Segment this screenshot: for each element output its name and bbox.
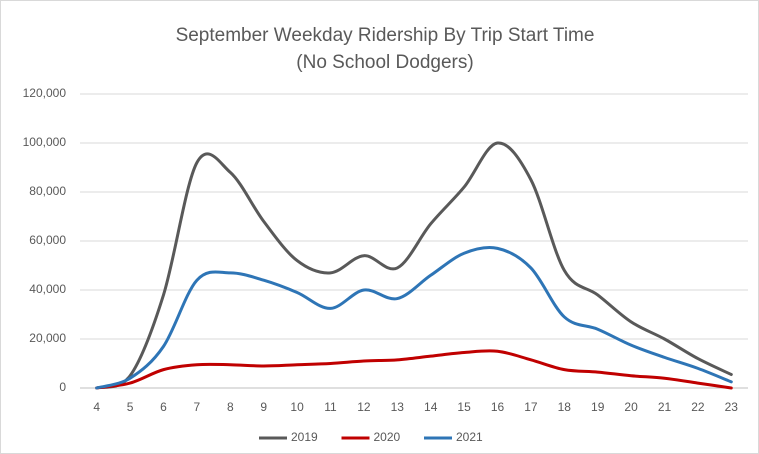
y-tick-label: 0 (59, 380, 66, 394)
legend-label: 2019 (291, 430, 318, 444)
y-tick-label: 40,000 (29, 282, 66, 296)
x-tick-label: 22 (691, 400, 705, 414)
series-line (95, 349, 733, 390)
x-tick-label: 12 (357, 400, 371, 414)
x-tick-label: 11 (324, 400, 337, 414)
x-tick-label: 9 (260, 400, 267, 414)
x-tick-label: 20 (624, 400, 638, 414)
y-tick-label: 60,000 (29, 233, 66, 247)
y-tick-label: 80,000 (29, 184, 66, 198)
y-tick-label: 20,000 (29, 331, 66, 345)
legend-label: 2020 (374, 430, 401, 444)
x-tick-label: 18 (558, 400, 572, 414)
y-tick-label: 100,000 (23, 135, 67, 149)
x-tick-label: 19 (591, 400, 605, 414)
x-tick-label: 16 (491, 400, 505, 414)
x-tick-label: 21 (658, 400, 672, 414)
chart-title: September Weekday Ridership By Trip Star… (176, 25, 595, 46)
x-tick-label: 4 (93, 400, 100, 414)
x-tick-label: 8 (227, 400, 234, 414)
x-tick-label: 14 (424, 400, 438, 414)
x-tick-label: 13 (391, 400, 405, 414)
x-tick-label: 17 (524, 400, 538, 414)
x-tick-label: 5 (127, 400, 134, 414)
y-tick-label: 120,000 (23, 86, 67, 100)
chart-subtitle: (No School Dodgers) (296, 52, 473, 73)
x-tick-label: 10 (290, 400, 304, 414)
legend-label: 2021 (456, 430, 483, 444)
series-line (95, 141, 733, 390)
series-line (95, 245, 733, 390)
x-tick-label: 6 (160, 400, 167, 414)
x-tick-label: 23 (725, 400, 739, 414)
x-tick-label: 15 (457, 400, 471, 414)
x-tick-label: 7 (194, 400, 201, 414)
